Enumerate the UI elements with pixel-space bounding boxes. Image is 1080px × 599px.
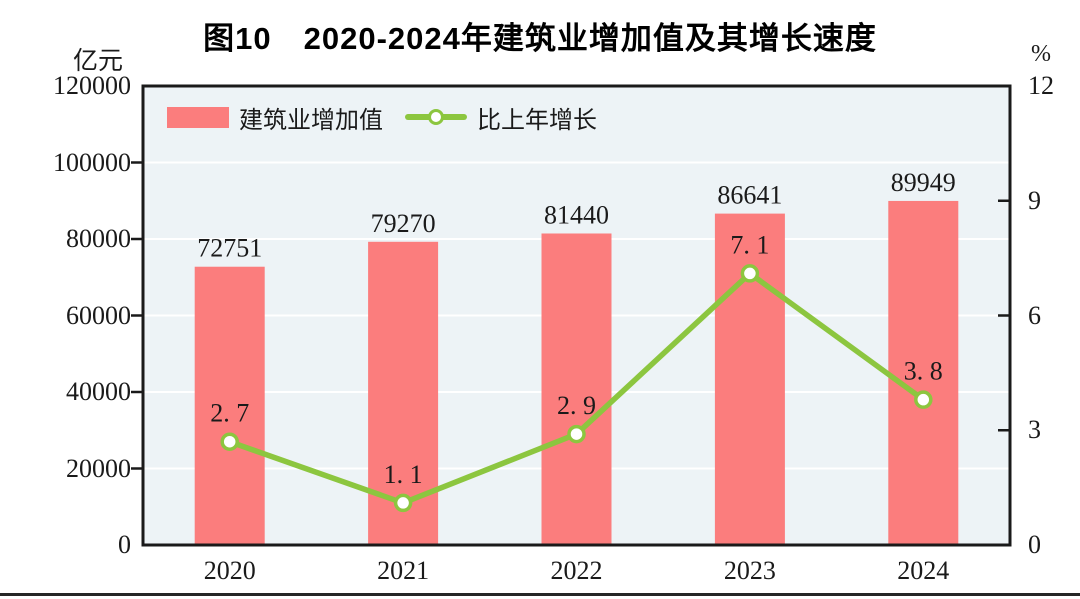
line-value-label: 2. 9 [557, 391, 596, 420]
y-axis-label-left: 20000 [66, 453, 131, 483]
bar [541, 233, 612, 545]
x-axis-label: 2021 [377, 556, 430, 585]
y-axis-label-right: 0 [1028, 530, 1041, 559]
bar-value-label: 86641 [717, 181, 782, 210]
x-axis-label: 2022 [550, 556, 603, 585]
legend: 建筑业增加值 比上年增长 [167, 104, 597, 134]
y-axis-label-right: 12 [1028, 71, 1054, 100]
chart-title: 图10 2020-2024年建筑业增加值及其增长速度 [203, 21, 877, 56]
left-axis-unit: 亿元 [72, 48, 123, 75]
y-axis-label-right: 3 [1028, 415, 1041, 445]
y-axis-label-right: 9 [1028, 185, 1041, 215]
y-axis-label-right: 6 [1028, 300, 1041, 330]
bar-value-label: 89949 [891, 168, 956, 197]
x-axis-label: 2023 [723, 556, 776, 585]
bar-value-label: 81440 [544, 200, 609, 229]
plot-border [141, 84, 1012, 547]
bar-value-label: 79270 [371, 209, 436, 238]
bar [194, 266, 265, 545]
legend-line-label: 比上年增长 [477, 107, 597, 134]
line-marker-icon [914, 390, 933, 409]
y-axis-label-left: 120000 [53, 71, 131, 100]
bar-value-label: 72751 [197, 234, 262, 263]
x-axis-label: 2024 [897, 556, 950, 585]
bar [888, 200, 959, 545]
y-axis-label-left: 80000 [66, 224, 131, 253]
legend-bar-label: 建筑业增加值 [239, 107, 383, 134]
line-value-label: 7. 1 [730, 230, 769, 259]
right-axis-unit: % [1031, 41, 1051, 67]
line-marker-icon [740, 264, 760, 283]
y-axis-label-left: 60000 [66, 300, 131, 330]
line-value-label: 1. 1 [384, 460, 423, 489]
line-marker-icon [393, 493, 413, 513]
y-axis-label-left: 40000 [66, 377, 131, 406]
line-marker-icon [567, 424, 586, 444]
legend-bar-swatch-icon [167, 106, 229, 128]
legend-line-swatch-icon [405, 106, 467, 128]
x-axis-label: 2020 [203, 556, 256, 585]
y-axis-label-left: 0 [118, 530, 131, 559]
line-value-label: 2. 7 [210, 399, 249, 428]
legend-line-marker-icon [428, 109, 444, 125]
bar [714, 213, 785, 545]
line-value-label: 3. 8 [904, 357, 943, 386]
bottom-divider [0, 593, 1080, 596]
line-marker-icon [220, 432, 239, 451]
y-axis-label-left: 100000 [53, 147, 131, 177]
